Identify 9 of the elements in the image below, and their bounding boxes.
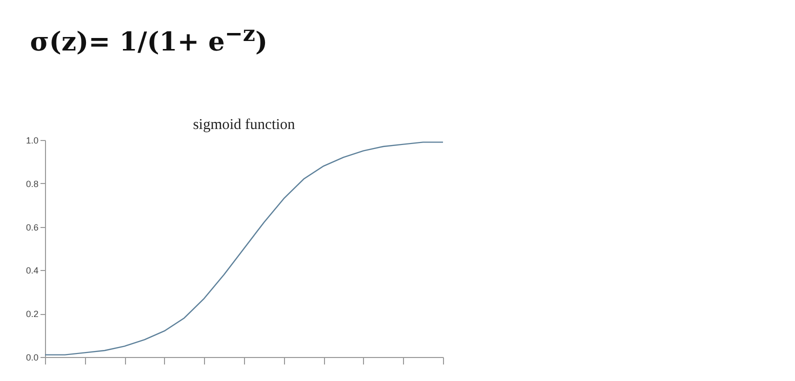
y-tick-label: 0.6 [26, 222, 38, 232]
line-series [44, 142, 444, 356]
y-tick-label: 0.0 [26, 352, 38, 362]
y-tick-label: 0.4 [26, 266, 38, 276]
y-tick-label: 1.0 [26, 136, 38, 146]
y-tick-label: 0.2 [26, 309, 38, 320]
y-tick-label: 0.8 [26, 178, 38, 189]
text: σ(z)= 1/(1+ e$^{−z}$) [30, 22, 268, 58]
chart-title: sigmoid function [192, 117, 296, 133]
